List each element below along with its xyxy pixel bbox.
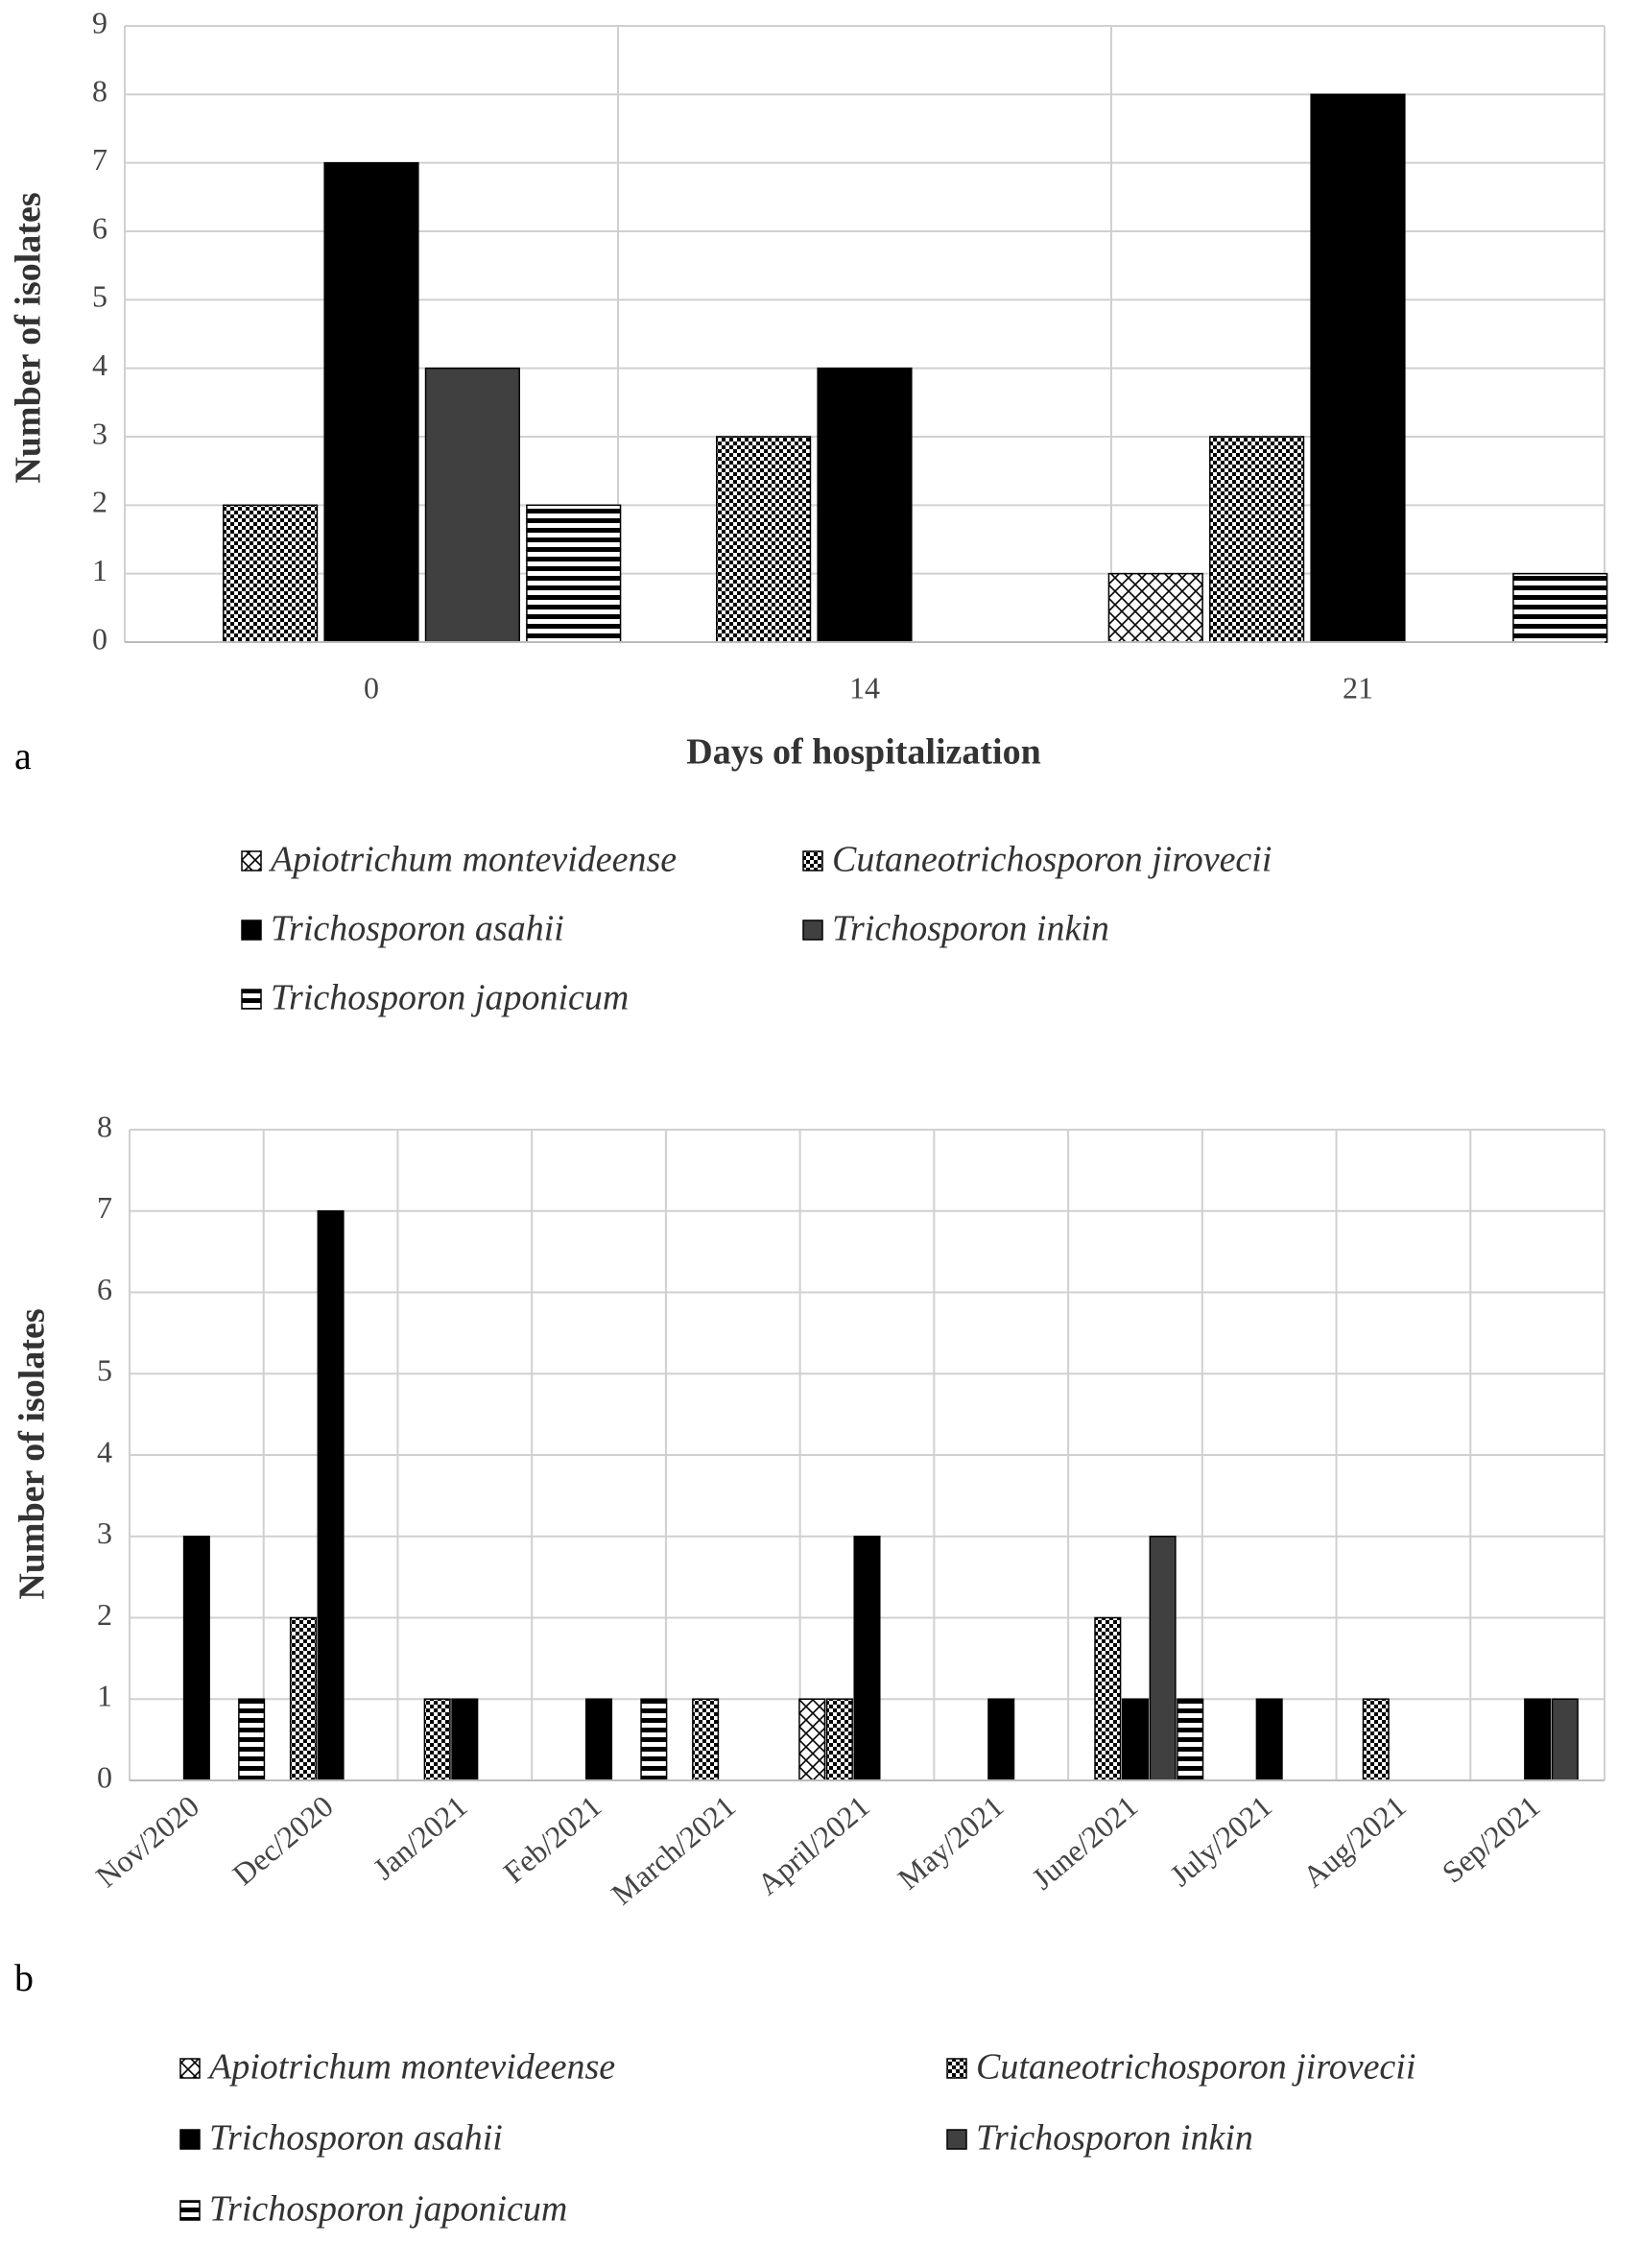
x-tick-label: 14 [849, 670, 880, 704]
legend-label: Apiotrichum montevideense [268, 840, 677, 880]
legend-swatch [946, 2129, 967, 2150]
legend-swatch [802, 850, 823, 871]
x-tick-label: April/2021 [750, 1788, 876, 1901]
bar [289, 1616, 317, 1781]
bar [585, 1698, 613, 1781]
legend-label: Cutaneotrichosporon jirovecii [976, 2047, 1415, 2088]
bar [825, 1698, 853, 1781]
panel-label: b [14, 1956, 34, 1999]
y-tick-label: 7 [97, 1190, 112, 1225]
y-tick-label: 7 [92, 142, 107, 177]
bar [323, 161, 419, 643]
bar [1121, 1698, 1149, 1781]
y-tick-label: 9 [92, 5, 107, 39]
x-tick-label: Jan/2021 [367, 1788, 474, 1886]
bar [1255, 1698, 1283, 1781]
y-tick-label: 4 [97, 1434, 112, 1468]
bar [1149, 1536, 1177, 1781]
y-tick-label: 0 [97, 1759, 112, 1794]
bar [451, 1698, 479, 1781]
y-tick-label: 2 [97, 1597, 112, 1632]
bar [817, 367, 913, 643]
legend-label: Trichosporon asahii [209, 2118, 503, 2159]
y-tick-label: 3 [97, 1516, 112, 1550]
bar [692, 1698, 720, 1781]
legend-swatch [946, 2058, 967, 2079]
x-tick-label: Feb/2021 [497, 1788, 608, 1889]
y-axis-title: Number of isolates [9, 192, 49, 483]
x-tick-label: May/2021 [892, 1788, 1011, 1896]
bar [1094, 1616, 1122, 1781]
y-tick-label: 5 [92, 279, 107, 314]
y-tick-label: 1 [97, 1679, 112, 1713]
legend-label: Trichosporon inkin [976, 2118, 1253, 2159]
x-tick-label: Nov/2020 [89, 1788, 205, 1894]
x-tick-label: 21 [1343, 670, 1373, 704]
legend-label: Trichosporon japonicum [209, 2189, 567, 2230]
x-axis-title: Days of hospitalization [686, 732, 1040, 773]
legend-swatch [241, 989, 262, 1010]
y-tick-label: 8 [92, 74, 107, 108]
x-tick-label: July/2021 [1163, 1788, 1278, 1893]
legend-label: Trichosporon asahii [271, 909, 564, 949]
x-tick-label: March/2021 [605, 1788, 742, 1911]
y-tick-label: 8 [97, 1109, 112, 1143]
bar [853, 1536, 881, 1781]
legend-swatch [802, 919, 823, 941]
legend-label: Trichosporon inkin [832, 909, 1109, 949]
bar [317, 1210, 345, 1781]
bar [1551, 1698, 1579, 1781]
bar [223, 504, 319, 643]
bar [1107, 572, 1203, 643]
bar [798, 1698, 826, 1781]
y-tick-label: 6 [92, 210, 107, 245]
legend-label: Cutaneotrichosporon jirovecii [832, 840, 1272, 880]
y-tick-label: 2 [92, 485, 107, 519]
bar [1209, 436, 1305, 643]
legend-swatch [179, 2058, 201, 2079]
x-tick-label: 0 [364, 670, 379, 704]
x-tick-label: Sep/2021 [1436, 1788, 1547, 1889]
bar [1177, 1698, 1204, 1781]
panel-label: a [14, 734, 32, 777]
bar [640, 1698, 668, 1781]
y-tick-label: 6 [97, 1272, 112, 1306]
bar [1362, 1698, 1390, 1781]
x-tick-label: Aug/2021 [1296, 1788, 1412, 1894]
y-tick-label: 1 [92, 553, 107, 587]
legend-label: Apiotrichum montevideense [206, 2047, 615, 2088]
bar [424, 367, 520, 643]
bar [1524, 1698, 1552, 1781]
y-tick-label: 0 [92, 621, 107, 656]
bar [716, 436, 812, 643]
legend-swatch [241, 919, 262, 941]
bar [987, 1698, 1015, 1781]
legend-label: Trichosporon japonicum [271, 978, 629, 1018]
bar [238, 1698, 266, 1781]
bar [182, 1536, 210, 1781]
bar [526, 504, 622, 643]
legend-swatch [179, 2200, 201, 2221]
y-tick-label: 3 [92, 416, 107, 450]
x-tick-label: June/2021 [1025, 1788, 1144, 1896]
legend-swatch [179, 2129, 201, 2150]
y-tick-label: 4 [92, 347, 107, 382]
y-tick-label: 5 [97, 1353, 112, 1388]
y-axis-title: Number of isolates [12, 1308, 53, 1599]
legend-swatch [241, 850, 262, 871]
bar [1310, 93, 1406, 643]
bar [423, 1698, 451, 1781]
bar [1512, 572, 1608, 643]
x-tick-label: Dec/2020 [226, 1788, 339, 1892]
